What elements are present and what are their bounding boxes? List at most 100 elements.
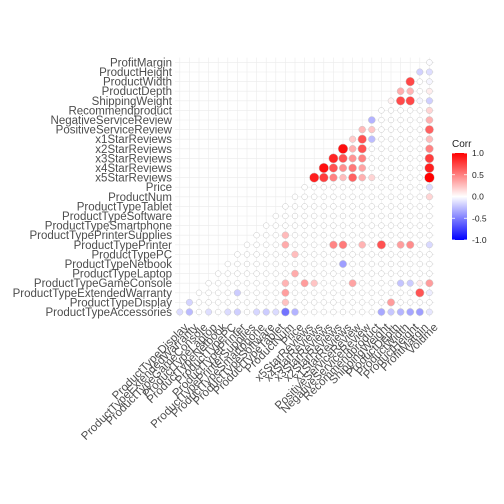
corr-cell <box>368 126 376 134</box>
corr-cell <box>368 222 375 229</box>
corr-cell <box>387 298 395 307</box>
corr-cell <box>311 193 318 200</box>
y-tick-label: ProductTypeTablet <box>77 201 173 213</box>
corr-cell <box>176 308 184 316</box>
corr-cell <box>253 251 260 258</box>
corr-cell <box>387 164 395 172</box>
corr-cell <box>416 164 423 172</box>
corr-cell <box>233 289 241 297</box>
corr-cell <box>407 184 414 191</box>
corr-cell <box>320 232 327 239</box>
corr-cell <box>282 212 289 220</box>
legend-tick-label: -0.5 <box>472 213 487 223</box>
corr-cell <box>359 280 366 287</box>
corr-cell <box>320 241 327 248</box>
corr-cell <box>263 222 270 229</box>
y-tick-label: ProductTypeSoftware <box>62 211 172 223</box>
corr-cell <box>416 116 423 124</box>
corr-cell <box>311 184 318 191</box>
corr-cell <box>195 308 203 316</box>
corr-cell <box>185 308 194 316</box>
corr-cell <box>387 280 395 287</box>
corr-cell <box>205 308 213 316</box>
corr-cell <box>378 184 385 191</box>
corr-cell <box>359 289 366 296</box>
corr-cell <box>397 203 404 210</box>
corr-cell <box>301 251 308 258</box>
corr-cell <box>426 212 433 220</box>
corr-cell <box>263 280 270 287</box>
corr-cell <box>397 184 404 191</box>
corr-cell <box>330 299 337 306</box>
corr-cell <box>397 126 404 133</box>
corr-cell <box>263 260 270 268</box>
corr-cell <box>349 193 356 200</box>
corr-cell <box>281 240 290 249</box>
corr-cell <box>339 280 347 287</box>
y-tick-label: x3StarReviews <box>95 153 172 165</box>
corr-cell <box>320 299 327 306</box>
corr-cell <box>416 78 423 85</box>
corr-cell <box>272 212 279 220</box>
legend: Corr 1.0 0.5 0.0 -0.5 -1.0 <box>452 139 487 245</box>
corr-cell <box>368 203 375 210</box>
corr-cell <box>416 270 423 277</box>
corr-cell <box>368 164 375 172</box>
corr-cell <box>311 299 318 306</box>
corr-cell <box>425 106 433 114</box>
corr-cell <box>368 270 375 277</box>
corr-cell <box>320 203 327 210</box>
corr-cell <box>253 241 260 248</box>
corr-cell <box>272 299 279 306</box>
corr-cell <box>425 68 433 76</box>
corr-cell <box>339 203 347 210</box>
corr-cell <box>368 174 376 182</box>
y-tick-label: x5StarReviews <box>95 173 172 185</box>
corr-cell <box>338 163 348 173</box>
corr-cell <box>282 222 289 229</box>
corr-cell <box>416 97 424 105</box>
corr-cell <box>282 251 289 258</box>
corr-cell <box>329 240 338 249</box>
corr-cell <box>234 260 241 268</box>
corr-cell <box>397 155 404 162</box>
legend-tick-label: 0.0 <box>472 192 484 202</box>
corr-cell <box>426 222 433 229</box>
corr-cell <box>368 251 375 258</box>
corr-cell <box>426 203 433 210</box>
corr-cell <box>301 299 308 306</box>
corr-cell <box>368 241 375 248</box>
corr-cell <box>185 298 193 306</box>
corr-cell <box>368 193 375 200</box>
corr-cell <box>348 145 357 153</box>
corr-cell <box>397 145 404 152</box>
corr-cell <box>378 280 385 287</box>
corr-cell <box>368 232 375 239</box>
corr-cell <box>263 232 270 239</box>
corr-cell <box>205 299 212 306</box>
corr-cell <box>339 173 347 182</box>
corr-cell <box>272 280 279 287</box>
corr-cell <box>377 308 386 316</box>
corr-cell <box>424 163 435 173</box>
corr-cell <box>359 299 366 306</box>
corr-cell <box>320 308 327 316</box>
legend-colorbar <box>452 153 467 240</box>
corr-cell <box>426 260 433 268</box>
corr-cell <box>359 260 366 268</box>
corr-cell <box>426 59 433 66</box>
y-tick-label: ProductWidth <box>103 77 172 89</box>
corr-cell <box>291 212 299 220</box>
y-tick-label: ProductTypeLaptop <box>72 269 172 281</box>
corr-cell <box>407 126 414 133</box>
corr-cell <box>330 193 337 200</box>
corr-cell <box>243 270 251 277</box>
corr-cell <box>339 270 347 277</box>
y-tick-label: ProductHeight <box>99 67 173 79</box>
corr-cell <box>407 289 414 296</box>
y-tick-label: ProductDepth <box>102 86 172 98</box>
corr-cell <box>281 298 290 307</box>
corr-cell <box>387 97 395 105</box>
corr-cell <box>397 299 404 306</box>
